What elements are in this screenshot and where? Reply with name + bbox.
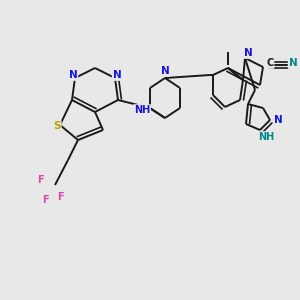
Text: NH: NH (258, 132, 274, 142)
Text: C: C (266, 58, 274, 68)
Text: N: N (112, 70, 122, 80)
Text: N: N (274, 115, 282, 125)
Text: F: F (57, 192, 63, 202)
Text: F: F (37, 175, 43, 185)
Text: NH: NH (134, 105, 150, 115)
Text: N: N (244, 48, 252, 58)
Text: N: N (69, 70, 77, 80)
Text: S: S (53, 121, 61, 131)
Text: N: N (160, 66, 169, 76)
Text: N: N (289, 58, 297, 68)
Text: F: F (42, 195, 48, 205)
